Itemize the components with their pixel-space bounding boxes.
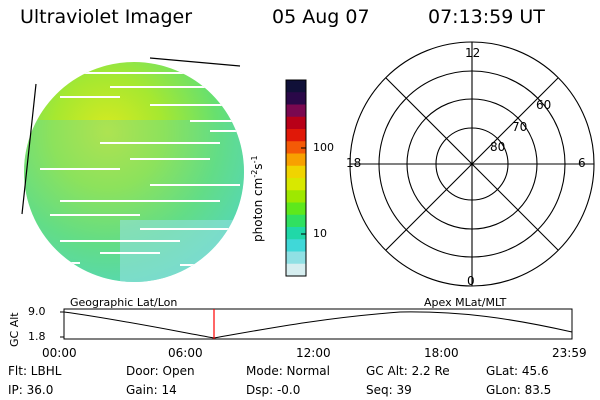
lat-label-80: 80	[490, 140, 506, 154]
xtick-label-0000: 00:00	[42, 346, 77, 360]
lat-label-70: 70	[512, 120, 528, 134]
colorbar-segment	[286, 141, 306, 155]
colorbar	[285, 79, 307, 277]
colorbar-label-exp2: -1	[250, 155, 259, 164]
image-edge-line-left	[21, 83, 37, 215]
colorbar-tick-label-10: 10	[313, 227, 327, 240]
colorbar-segment	[286, 116, 306, 130]
uv-image	[21, 57, 244, 282]
colorbar-segment	[286, 190, 306, 204]
observation-time: 07:13:59 UT	[428, 6, 545, 28]
colorbar-label: photon cm-2s-1	[250, 155, 265, 242]
colorbar-label-mid: s	[251, 163, 265, 170]
lat-label-60: 60	[536, 98, 552, 112]
colorbar-segment	[286, 227, 306, 240]
colorbar-segment	[286, 129, 306, 142]
orbit-timeline	[60, 308, 573, 340]
ytick-label-1.8: 1.8	[28, 330, 46, 343]
info-door: Door: Open	[126, 364, 195, 378]
info-mode: Mode: Normal	[246, 364, 330, 378]
info-ip: IP: 36.0	[8, 383, 54, 397]
colorbar-segment	[286, 178, 306, 191]
colorbar-segment	[286, 239, 306, 253]
mlt-label-12: 12	[465, 46, 481, 60]
image-edge-line-top	[149, 57, 241, 67]
colorbar-segment	[286, 263, 306, 277]
ytick-label-9: 9.0	[28, 305, 46, 318]
timeline-right-label: Apex MLat/MLT	[424, 296, 507, 309]
polar-diagonal-2	[385, 77, 559, 251]
info-sequence: Seq: 39	[366, 383, 412, 397]
timeline-ylabel: GC Alt	[8, 312, 21, 347]
colorbar-segment	[286, 80, 306, 93]
xtick-label-1200: 12:00	[296, 346, 331, 360]
info-glat: GLat: 45.6	[486, 364, 549, 378]
colorbar-label-exp1: -2	[250, 169, 259, 178]
colorbar-segment	[286, 92, 306, 106]
xtick-label-1800: 18:00	[424, 346, 459, 360]
observation-date: 05 Aug 07	[272, 6, 370, 28]
polar-grid	[349, 41, 595, 287]
timeline-left-label: Geographic Lat/Lon	[70, 296, 178, 309]
colorbar-segment	[286, 165, 306, 179]
xtick-label-0600: 06:00	[168, 346, 203, 360]
xtick-label-2359: 23:59	[552, 346, 587, 360]
colorbar-segment	[286, 214, 306, 228]
colorbar-segment	[286, 202, 306, 216]
altitude-curve	[63, 311, 573, 339]
colorbar-frame	[285, 79, 307, 277]
info-gc-altitude: GC Alt: 2.2 Re	[366, 364, 450, 378]
mlt-label-6: 6	[578, 156, 586, 170]
info-gain: Gain: 14	[126, 383, 177, 397]
instrument-title: Ultraviolet Imager	[20, 6, 193, 28]
colorbar-segment	[286, 153, 306, 167]
colorbar-segment	[286, 104, 306, 118]
colorbar-segment	[286, 251, 306, 265]
info-dsp: Dsp: -0.0	[246, 383, 301, 397]
colorbar-label-base: photon cm	[251, 177, 265, 242]
info-glon: GLon: 83.5	[486, 383, 552, 397]
mlt-label-18: 18	[346, 156, 362, 170]
mlt-label-0: 0	[467, 274, 475, 288]
info-filter: Flt: LBHL	[8, 364, 62, 378]
colorbar-tick-label-100: 100	[313, 141, 334, 154]
